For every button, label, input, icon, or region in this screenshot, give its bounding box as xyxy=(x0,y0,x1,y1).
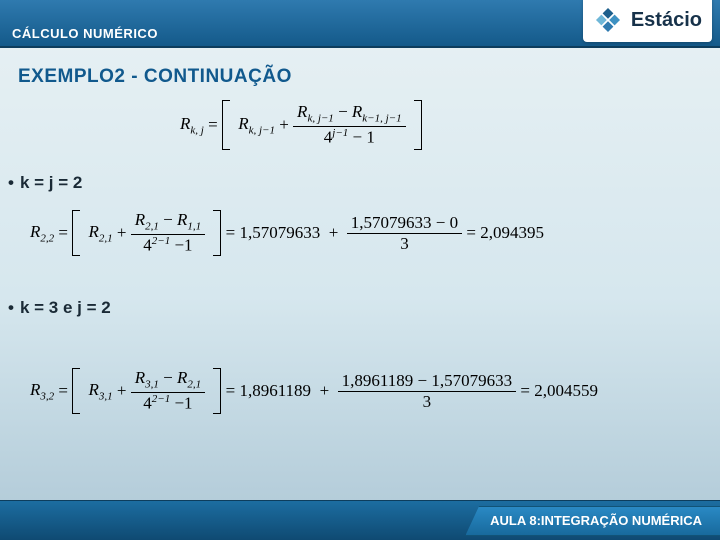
brand-badge: Estácio xyxy=(583,0,712,42)
course-title: CÁLCULO NUMÉRICO xyxy=(12,26,158,41)
formula-case1: R2,2 = R2,1 + R2,1 − R1,1 42−1 −1 = 1,57… xyxy=(30,210,544,256)
section-title: EXEMPLO2 - CONTINUAÇÃO xyxy=(18,66,292,88)
header-bar: CÁLCULO NUMÉRICO Estácio xyxy=(0,0,720,48)
formula-general: Rk, j = Rk, j−1 + Rk, j−1 − Rk−1, j−1 4j… xyxy=(180,100,422,150)
bullet-k-j-2: •k = j = 2 xyxy=(8,173,82,193)
footer-bar: AULA 8:INTEGRAÇÃO NUMÉRICA xyxy=(0,500,720,540)
formula-case2: R3,2 = R3,1 + R3,1 − R2,1 42−1 −1 = 1,89… xyxy=(30,368,598,414)
brand-logo-icon xyxy=(591,3,625,37)
brand-name: Estácio xyxy=(631,9,702,32)
bullet-k3-j2: •k = 3 e j = 2 xyxy=(8,298,111,318)
lesson-badge: AULA 8:INTEGRAÇÃO NUMÉRICA xyxy=(465,506,720,536)
slide: CÁLCULO NUMÉRICO Estácio EXEMPLO2 - CONT… xyxy=(0,0,720,540)
content-area: EXEMPLO2 - CONTINUAÇÃO Rk, j = Rk, j−1 +… xyxy=(0,48,720,500)
